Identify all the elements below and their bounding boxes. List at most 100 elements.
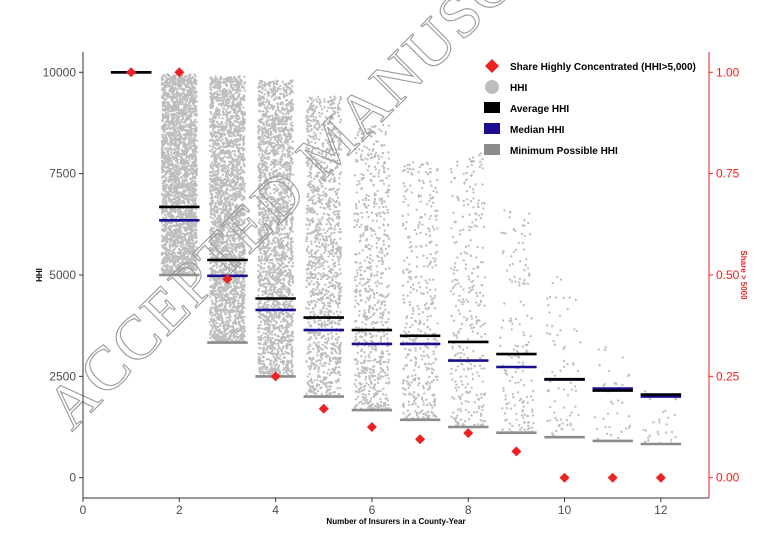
hhi-point: [161, 224, 165, 227]
hhi-point: [213, 159, 216, 162]
hhi-point: [225, 316, 228, 319]
hhi-point: [192, 200, 195, 204]
hhi-point: [183, 236, 186, 239]
hhi-point: [190, 91, 193, 94]
hhi-point: [180, 184, 184, 188]
hhi-point: [234, 321, 237, 324]
hhi-point: [177, 113, 181, 116]
hhi-point: [171, 250, 174, 253]
hhi-point: [177, 108, 181, 111]
hhi-point: [177, 143, 181, 146]
hhi-point: [162, 93, 165, 96]
hhi-point: [168, 246, 172, 250]
hhi-point: [232, 93, 235, 96]
hhi-point: [241, 115, 244, 119]
hhi-point: [194, 226, 197, 229]
hhi-point: [174, 235, 177, 238]
hhi-point: [226, 298, 229, 302]
hhi-point: [215, 135, 218, 139]
hhi-point: [219, 200, 222, 204]
hhi-point: [238, 128, 241, 132]
hhi-point: [174, 130, 177, 133]
hhi-point: [169, 183, 172, 186]
hhi-point: [228, 336, 232, 339]
hhi-point: [210, 208, 213, 212]
hhi-point: [183, 121, 186, 124]
hhi-point: [221, 141, 225, 144]
hhi-point: [229, 130, 232, 133]
hhi-point: [164, 170, 168, 173]
hhi-point: [194, 110, 197, 113]
hhi-point: [214, 202, 217, 205]
hhi-point: [167, 180, 170, 184]
hhi-point: [164, 184, 167, 187]
hhi-point: [220, 168, 223, 171]
hhi-point: [180, 136, 183, 140]
hhi-point: [187, 186, 191, 189]
hhi-point: [177, 177, 180, 180]
hhi-point: [224, 167, 228, 170]
hhi-point: [234, 130, 237, 133]
hhi-point: [175, 151, 178, 154]
hhi-point: [180, 155, 183, 158]
hhi-point: [171, 155, 174, 158]
hhi-point: [161, 142, 164, 146]
hhi-point: [174, 109, 177, 112]
hhi-point: [169, 256, 172, 259]
hhi-point: [231, 115, 234, 118]
hhi-point: [184, 113, 187, 116]
hhi-point: [228, 153, 231, 156]
hhi-point: [239, 135, 242, 139]
hhi-point: [243, 301, 246, 304]
hhi-point: [180, 110, 183, 113]
hhi-point: [172, 151, 176, 154]
hhi-point: [220, 104, 223, 107]
hhi-point: [186, 231, 189, 235]
hhi-point: [173, 174, 176, 178]
hhi-point: [195, 114, 198, 117]
hhi-point: [186, 104, 190, 108]
hhi-point: [162, 115, 165, 118]
hhi-point: [189, 260, 192, 263]
hhi-point: [210, 199, 213, 202]
hhi-point: [176, 166, 179, 170]
hhi-point: [242, 136, 245, 139]
hhi-point: [188, 168, 192, 171]
hhi-point: [190, 164, 193, 167]
hhi-point: [235, 310, 238, 313]
hhi-point: [181, 182, 184, 186]
hhi-point: [235, 170, 239, 173]
hhi-point: [189, 119, 193, 122]
hhi-point: [191, 132, 194, 136]
hhi-point: [217, 116, 221, 119]
hhi-point: [176, 237, 179, 240]
hhi-point: [166, 237, 169, 241]
hhi-point: [231, 108, 234, 111]
hhi-point: [213, 186, 217, 190]
hhi-point: [216, 199, 219, 203]
hhi-point: [169, 133, 172, 137]
hhi-point: [162, 175, 166, 178]
hhi-point: [237, 299, 240, 302]
hhi-point: [193, 93, 196, 96]
hhi-point: [191, 148, 194, 152]
hhi-point: [172, 107, 175, 110]
hhi-point: [226, 106, 230, 109]
hhi-point: [230, 330, 233, 333]
hhi-point: [175, 139, 178, 142]
hhi-point: [210, 106, 213, 109]
hhi-point: [167, 74, 170, 78]
hhi-point: [189, 80, 192, 83]
hhi-point: [217, 143, 221, 146]
hhi-point: [167, 112, 170, 115]
hhi-point: [235, 162, 239, 165]
hhi-point: [175, 221, 178, 224]
hhi-point: [167, 143, 170, 146]
hhi-point: [187, 101, 191, 104]
hhi-point: [183, 82, 186, 85]
hhi-point: [173, 141, 176, 145]
hhi-point: [192, 151, 195, 154]
hhi-point: [168, 241, 172, 244]
hhi-point: [185, 89, 189, 92]
